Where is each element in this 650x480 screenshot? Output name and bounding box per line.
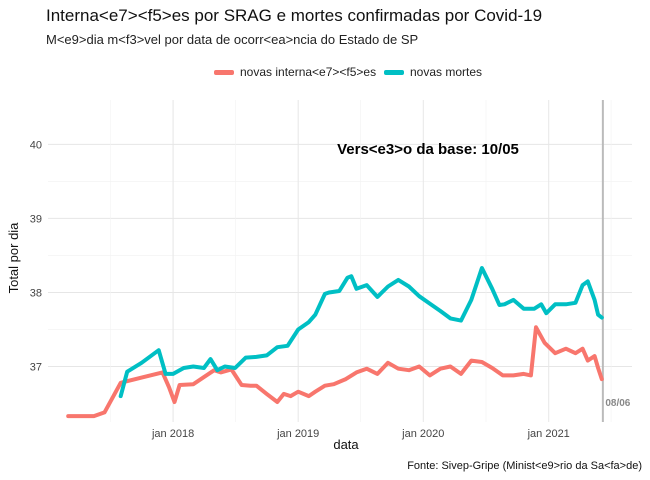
- legend-item-internacoes: novas interna<e7><f5>es: [214, 65, 376, 79]
- series-line-mortes: [118, 266, 604, 399]
- x-tick-label: jan 2020: [401, 428, 444, 440]
- legend-label-mortes: novas mortes: [410, 65, 483, 79]
- x-tick-label: jan 2021: [527, 428, 570, 440]
- y-tick-label: 40: [30, 139, 42, 151]
- y-tick-label: 39: [30, 213, 42, 225]
- chart-subtitle: M<e9>dia m<f3>vel por data de ocorr<ea>n…: [46, 32, 419, 47]
- series-lines: [66, 266, 604, 419]
- reference-vline-label: 08/06: [605, 398, 630, 409]
- y-tick-label: 38: [30, 287, 42, 299]
- legend: novas interna<e7><f5>es novas mortes: [0, 65, 650, 83]
- tick-labels: 37 38 39 40 jan 2018 jan 2019 jan 2020 jan 2021: [30, 139, 570, 440]
- x-axis-title: data: [333, 437, 359, 452]
- y-tick-label: 37: [30, 361, 42, 373]
- y-axis-title: Total por dia: [6, 222, 21, 294]
- x-tick-label: jan 2018: [151, 428, 194, 440]
- chart-title: Interna<e7><f5>es por SRAG e mortes conf…: [46, 6, 543, 25]
- version-annotation: Vers<e3>o da base: 10/05: [337, 141, 519, 158]
- grid: [48, 100, 632, 422]
- series-line-internacoes: [66, 325, 604, 419]
- legend-item-mortes: novas mortes: [384, 65, 482, 79]
- source-caption: Fonte: Sivep-Gripe (Minist<e9>rio da Sa<…: [407, 460, 642, 472]
- legend-key-internacoes: [214, 69, 234, 75]
- legend-key-mortes: [384, 69, 404, 75]
- legend-label-internacoes: novas interna<e7><f5>es: [240, 65, 377, 79]
- vline-group: 08/06: [601, 100, 631, 422]
- x-tick-label: jan 2019: [276, 428, 319, 440]
